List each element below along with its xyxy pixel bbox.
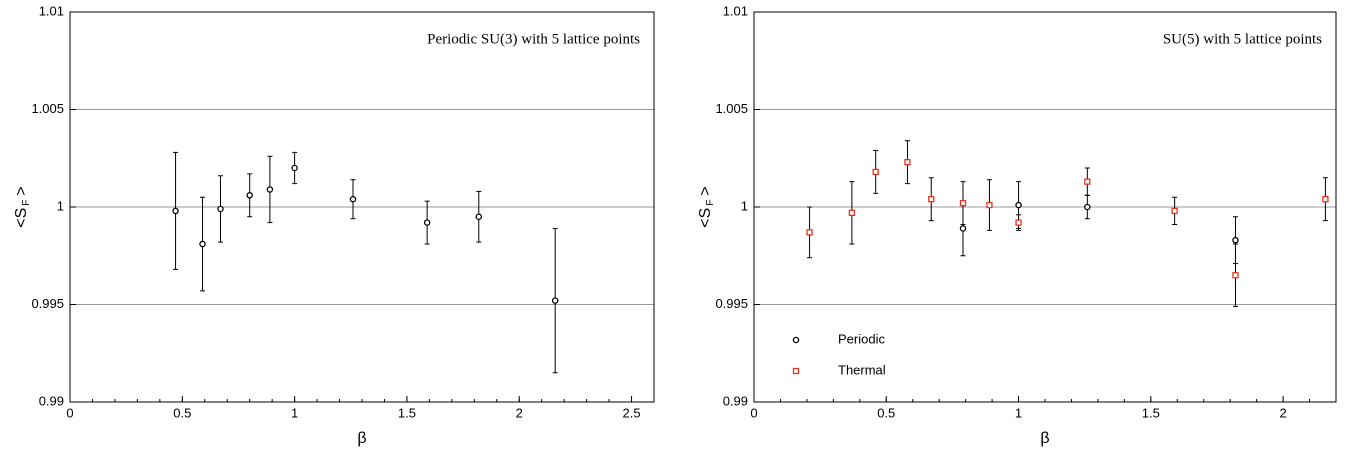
marker (1084, 178, 1091, 185)
marker (199, 240, 206, 248)
marker (246, 192, 253, 199)
y-tick-label: 0.99 (723, 393, 748, 408)
x-tick-label: 0 (66, 405, 73, 420)
legend-label: Periodic (838, 331, 885, 346)
marker (1015, 201, 1022, 209)
marker (1232, 236, 1239, 244)
x-tick-label: 0 (750, 405, 757, 420)
y-tick-label: 1 (741, 198, 748, 213)
y-label-part: <S (13, 208, 30, 228)
x-tick-label: 2 (516, 405, 523, 420)
marker (1232, 272, 1239, 279)
y-tick-label: 0.995 (715, 296, 748, 311)
plot-frame (753, 11, 1337, 403)
marker (904, 158, 911, 166)
y-label-sub: F (21, 200, 32, 206)
marker (872, 168, 879, 176)
plot-frame (69, 11, 655, 403)
chart: 0.99 0.995 1 1.005 1.01 0 0.5 1 1.5 2 SU(5) with 5… (697, 3, 1337, 447)
marker (806, 229, 813, 236)
x-tick-label: 1 (1015, 405, 1022, 420)
marker (986, 201, 993, 209)
marker (848, 209, 856, 217)
y-label-sub: F (705, 200, 716, 206)
marker (1015, 219, 1022, 226)
marker (266, 186, 274, 193)
x-tick-label: 2.5 (622, 405, 640, 420)
y-tick-label: 1.005 (31, 101, 64, 116)
y-tick-label: 1.01 (39, 3, 64, 18)
marker (1171, 207, 1178, 215)
marker (1322, 196, 1329, 203)
marker (928, 196, 935, 203)
marker (475, 213, 483, 220)
y-tick-label: 1.005 (715, 101, 748, 116)
y-tick-label: 0.995 (31, 296, 64, 311)
marker (217, 205, 224, 213)
y-label-part: > (697, 186, 714, 195)
marker (291, 164, 298, 172)
marker (959, 199, 967, 207)
y-axis-label: <S F > (13, 186, 31, 227)
marker (423, 219, 431, 226)
x-tick-label: 2 (1279, 405, 1286, 420)
marker (349, 195, 357, 203)
y-label-part: > (13, 186, 30, 195)
x-tick-label: 0.5 (173, 405, 191, 420)
chart: 0.99 0.995 1 1.005 1.01 0 0.5 1 1.5 2 2.5 Periodic … (13, 3, 655, 447)
y-tick-label: 1.01 (723, 3, 748, 18)
annotation: SU(5) with 5 lattice points (1163, 31, 1322, 47)
x-axis-label: β (357, 430, 366, 447)
y-tick-label: 1 (57, 198, 64, 213)
x-tick-label: 1.5 (398, 405, 416, 420)
annotation: Periodic SU(3) with 5 lattice points (427, 31, 640, 47)
legend-label: Thermal (838, 362, 886, 377)
x-axis-label: β (1040, 430, 1049, 447)
marker (792, 367, 800, 375)
marker (551, 297, 559, 304)
marker (959, 225, 967, 232)
y-label-part: <S (697, 208, 714, 228)
x-tick-label: 1 (291, 405, 298, 420)
marker (792, 336, 800, 344)
x-tick-label: 1.5 (1142, 405, 1160, 420)
y-axis-label: <S F > (697, 186, 715, 227)
marker (1084, 203, 1091, 211)
marker (172, 207, 179, 215)
x-tick-label: 0.5 (877, 405, 895, 420)
y-tick-label: 0.99 (39, 393, 64, 408)
